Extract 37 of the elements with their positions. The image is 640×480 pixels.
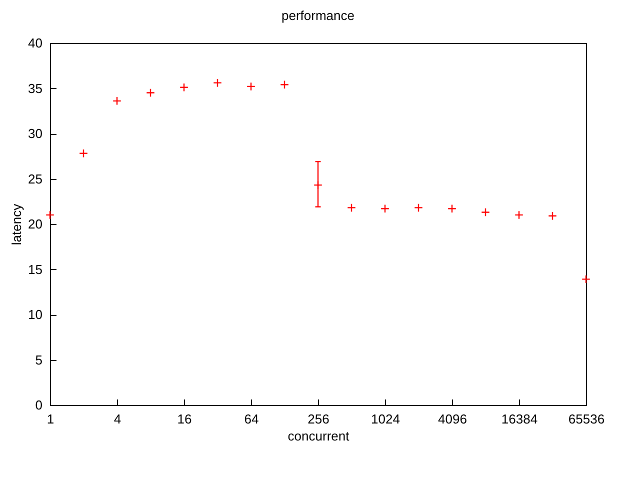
point [548,211,557,220]
point [448,204,456,214]
x-tick-label: 64 [244,412,259,426]
x-tick-label: 65536 [568,412,605,426]
point [582,274,590,284]
point [213,78,222,88]
point [481,208,490,217]
x-tick-label: 1024 [371,412,400,426]
y-tick-label: 15 [28,262,42,277]
y-tick-label: 5 [35,352,42,368]
point [347,203,356,212]
y-axis-title: latency [9,203,24,246]
point [246,82,256,91]
x-axis-title: concurrent [288,428,350,444]
y-tick-label: 0 [35,398,42,412]
point [180,82,188,92]
y-tick-label: 25 [28,171,42,186]
point [112,96,122,106]
point [280,80,289,90]
y-tick-label: 20 [28,216,42,232]
x-tick-label: 16 [177,412,192,426]
y-tick-label: 10 [28,307,42,322]
point [414,203,423,212]
x-tick-label: 4 [114,412,122,426]
point [46,210,54,220]
point [380,204,390,214]
x-tick-label: 16384 [501,412,538,426]
y-tick-label: 35 [28,80,42,96]
point [79,148,88,158]
chart-title: performance [282,8,354,23]
y-tick-label: 40 [28,36,42,50]
x-tick-label: 4096 [438,412,467,426]
x-tick-label: 256 [308,412,330,426]
y-tick-label: 30 [28,126,42,141]
point [514,210,524,220]
point [146,88,155,98]
x-tick-label: 1 [46,412,54,426]
